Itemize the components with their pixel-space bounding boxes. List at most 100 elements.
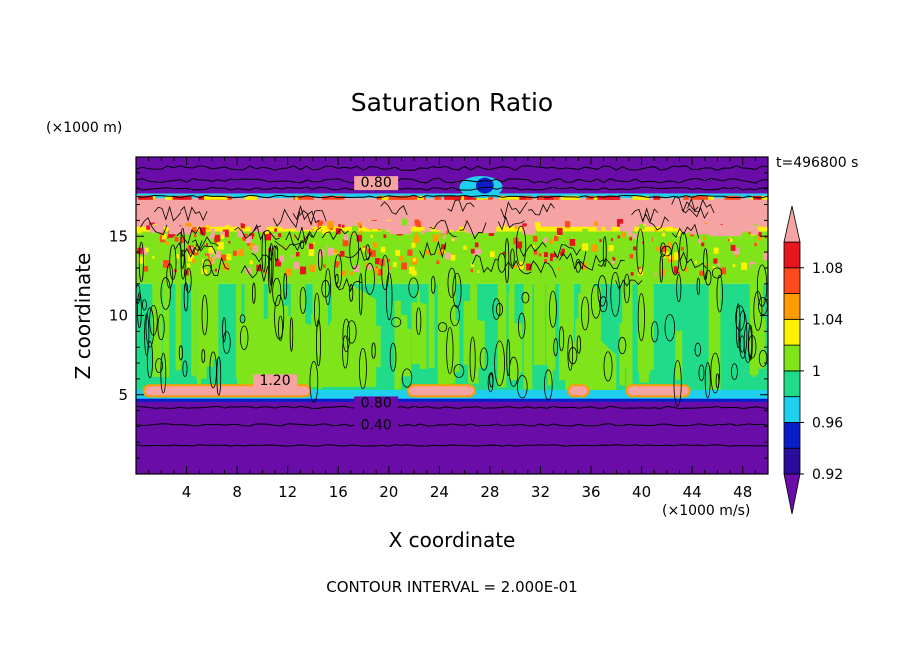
x-ticks: 4 8 12 16 20 24 28 32 36 40 44 48 <box>148 157 756 501</box>
contour-squiggle <box>419 240 447 259</box>
speckle <box>273 247 276 252</box>
speckle <box>532 245 535 248</box>
speckle <box>401 218 408 226</box>
speckle <box>654 229 657 233</box>
speckle <box>582 228 588 236</box>
green-streak <box>753 252 763 368</box>
x-tick-label: 8 <box>232 483 242 501</box>
lower-supersat-pocket <box>625 384 691 398</box>
speckle <box>558 254 565 262</box>
speckle <box>138 256 145 264</box>
green-streak <box>451 320 460 372</box>
contour-closed <box>182 360 188 377</box>
green-streak <box>514 323 523 373</box>
supersat-patch <box>648 216 663 225</box>
contour-closed <box>469 336 476 382</box>
top-strip <box>653 195 661 200</box>
contour-squiggle <box>285 230 313 247</box>
speckle <box>293 261 299 269</box>
speckle <box>295 251 300 257</box>
contour-squiggle <box>500 201 528 220</box>
contour-closed <box>492 298 501 320</box>
speckle <box>549 239 553 244</box>
contour-squiggle <box>334 277 363 293</box>
contour-squiggle <box>519 241 547 258</box>
speckle <box>453 228 457 232</box>
supersat-patch <box>242 215 254 224</box>
contour-closed <box>160 277 171 310</box>
speckle <box>448 234 455 242</box>
speckle <box>657 256 660 260</box>
supersat-patch <box>750 226 758 235</box>
speckle <box>610 238 614 241</box>
contour-closed <box>602 236 607 267</box>
speckle <box>534 222 541 230</box>
contour-squiggle <box>681 207 709 219</box>
contour-closed <box>300 240 305 250</box>
speckle <box>322 226 329 234</box>
contour-closed <box>415 307 422 335</box>
speckle <box>514 225 518 230</box>
speckle <box>214 268 217 272</box>
speckle <box>654 273 657 276</box>
contour-closed <box>342 335 349 369</box>
green-streak <box>559 286 571 378</box>
supersat-patch <box>466 225 490 234</box>
speckle <box>318 220 323 226</box>
contour-line <box>136 194 768 199</box>
contour-closed <box>553 338 559 357</box>
x-tick-label: 24 <box>430 483 449 501</box>
speckle <box>187 254 194 262</box>
contour-closed <box>278 315 284 342</box>
speckle <box>656 246 660 251</box>
speckle <box>199 227 206 235</box>
green-streak <box>256 249 264 369</box>
speckle <box>201 266 208 275</box>
speckle <box>677 265 683 272</box>
speckle <box>676 229 682 236</box>
contour-closed <box>401 368 413 388</box>
green-streak <box>580 253 585 364</box>
speckle <box>367 264 371 270</box>
speckle <box>621 232 626 238</box>
green-streak <box>639 312 649 383</box>
speckle <box>763 252 768 261</box>
top-strip <box>244 195 258 200</box>
contour-closed <box>610 271 621 317</box>
y-tick-label: 5 <box>118 386 128 404</box>
x-tick-label: 32 <box>531 483 550 501</box>
green-streak <box>400 329 412 377</box>
colorbar-label: 0.92 <box>812 467 843 483</box>
speckle <box>699 270 704 276</box>
speckle <box>470 248 475 254</box>
top-strip <box>203 195 228 200</box>
speckle <box>632 233 637 239</box>
contour-squiggle <box>679 251 707 269</box>
contour-label-bg <box>253 374 298 389</box>
speckle <box>561 248 565 253</box>
top-strip <box>434 195 442 200</box>
contour-closed <box>558 326 565 352</box>
green-streak <box>589 286 601 366</box>
x-tick-label: 40 <box>632 483 651 501</box>
contour-closed <box>349 284 354 302</box>
colorbar-box <box>783 344 801 372</box>
speckle <box>145 247 149 253</box>
contour-interval-footer: CONTOUR INTERVAL = 2.000E-01 <box>326 578 578 596</box>
speckle <box>616 219 624 227</box>
green-streak <box>534 257 546 366</box>
speckle <box>264 229 269 235</box>
x-tick-label: 4 <box>182 483 192 501</box>
contour-squiggle <box>321 228 349 241</box>
speckle <box>254 229 261 237</box>
contour-squiggle <box>299 209 327 226</box>
speckle <box>543 252 548 258</box>
contour-squiggle <box>191 236 219 251</box>
speckle <box>161 261 164 265</box>
speckle <box>220 231 225 238</box>
chart-title: Saturation Ratio <box>350 88 554 117</box>
speckle <box>673 266 680 274</box>
colorbar-box <box>783 447 801 475</box>
speckle <box>756 229 760 234</box>
green-streak <box>626 237 633 389</box>
